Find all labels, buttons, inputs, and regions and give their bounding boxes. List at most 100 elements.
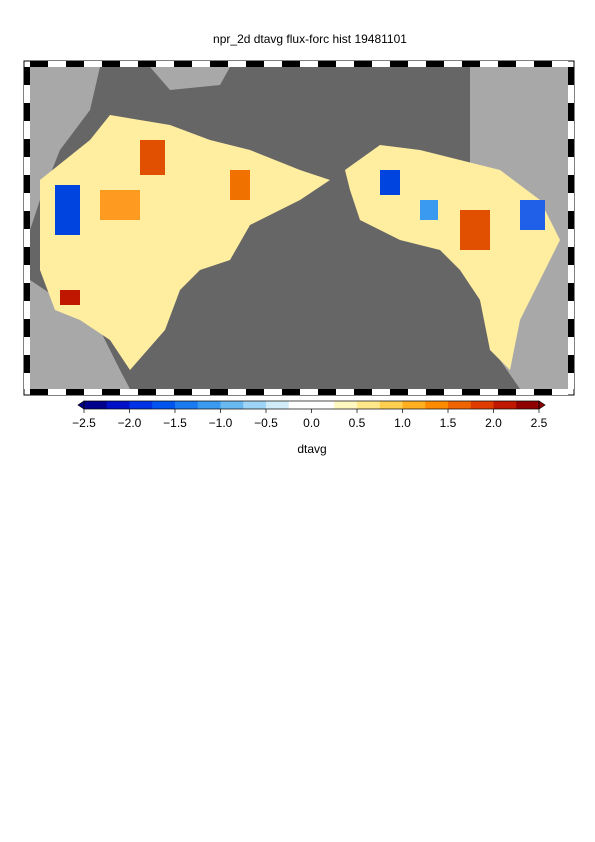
colorbar-segment <box>106 401 130 409</box>
border-tick <box>426 61 444 67</box>
border-tick <box>300 389 318 395</box>
border-tick <box>210 61 228 67</box>
colorbar-tick-label: −2.0 <box>118 416 142 430</box>
border-tick <box>24 301 30 319</box>
border-tick <box>24 211 30 229</box>
border-tick <box>156 61 174 67</box>
border-tick <box>24 247 30 265</box>
border-tick <box>568 103 574 121</box>
colorbar-segment <box>288 401 312 409</box>
border-tick <box>24 157 30 175</box>
border-tick <box>336 61 354 67</box>
border-tick <box>102 389 120 395</box>
border-tick <box>282 61 300 67</box>
colorbar-segment <box>334 401 358 409</box>
colorbar-segment <box>266 401 290 409</box>
border-tick <box>264 61 282 67</box>
border-tick <box>534 61 552 67</box>
border-tick <box>174 389 192 395</box>
border-tick <box>568 247 574 265</box>
border-tick <box>568 283 574 301</box>
border-tick <box>568 175 574 193</box>
colorbar-segment <box>402 401 426 409</box>
border-tick <box>390 61 408 67</box>
colorbar-segment <box>425 401 449 409</box>
border-tick <box>24 355 30 373</box>
colorbar-segment <box>129 401 153 409</box>
colorbar-extend <box>77 400 85 410</box>
border-tick <box>354 389 372 395</box>
border-tick <box>66 61 84 67</box>
border-tick <box>444 61 462 67</box>
border-tick <box>516 61 534 67</box>
colorbar-segment <box>175 401 199 409</box>
colorbar-tick-label: −2.5 <box>72 416 96 430</box>
border-tick <box>210 389 228 395</box>
border-tick <box>534 389 552 395</box>
border-tick <box>174 61 192 67</box>
border-tick <box>568 319 574 337</box>
colorbar-tick-label: 0.0 <box>303 416 320 430</box>
colorbar-segment <box>220 401 244 409</box>
border-tick <box>498 389 516 395</box>
colorbar-tick-label: −1.5 <box>163 416 187 430</box>
colorbar-tick-label: −0.5 <box>254 416 278 430</box>
border-tick <box>48 61 66 67</box>
border-tick <box>66 389 84 395</box>
border-tick <box>568 121 574 139</box>
border-tick <box>390 389 408 395</box>
colorbar-tick-label: 2.0 <box>485 416 502 430</box>
border-tick <box>426 389 444 395</box>
border-tick <box>318 61 336 67</box>
border-tick <box>568 211 574 229</box>
border-tick <box>300 61 318 67</box>
colorbar-segment <box>470 401 494 409</box>
border-tick <box>24 265 30 283</box>
colorbar-segment <box>357 401 381 409</box>
border-tick <box>568 85 574 103</box>
border-tick <box>24 103 30 121</box>
colorbar-segment <box>84 401 108 409</box>
border-tick <box>282 389 300 395</box>
border-tick <box>30 61 48 67</box>
border-tick <box>568 139 574 157</box>
colorbar-tick-label: 0.5 <box>349 416 366 430</box>
border-tick <box>552 61 568 67</box>
border-tick <box>24 229 30 247</box>
border-tick <box>516 389 534 395</box>
border-tick <box>48 389 66 395</box>
border-tick <box>568 265 574 283</box>
border-tick <box>246 61 264 67</box>
border-tick <box>228 61 246 67</box>
colorbar-tick-label: 1.0 <box>394 416 411 430</box>
colorbar-segment <box>311 401 335 409</box>
border-tick <box>408 389 426 395</box>
border-tick <box>24 373 30 389</box>
border-tick <box>24 193 30 211</box>
border-tick <box>24 319 30 337</box>
colorbar-tick-label: 1.5 <box>440 416 457 430</box>
border-tick <box>372 389 390 395</box>
border-tick <box>462 389 480 395</box>
border-tick <box>192 389 210 395</box>
map-border <box>24 61 574 395</box>
border-tick <box>568 157 574 175</box>
data-field <box>40 115 560 370</box>
border-tick <box>568 229 574 247</box>
colorbar-tick-label: −1.0 <box>209 416 233 430</box>
colorbar-segment <box>448 401 472 409</box>
border-tick <box>138 389 156 395</box>
colorbar-tick-label: 2.5 <box>531 416 548 430</box>
border-tick <box>138 61 156 67</box>
colorbar-segment <box>516 401 540 409</box>
border-tick <box>480 61 498 67</box>
colorbar-segment <box>379 401 403 409</box>
border-tick <box>354 61 372 67</box>
colorbar-segment <box>152 401 176 409</box>
border-tick <box>568 301 574 319</box>
map-title: npr_2d dtavg flux-forc hist 19481101 <box>213 32 407 46</box>
colorbar-segment <box>197 401 221 409</box>
border-tick <box>568 193 574 211</box>
border-tick <box>552 389 568 395</box>
